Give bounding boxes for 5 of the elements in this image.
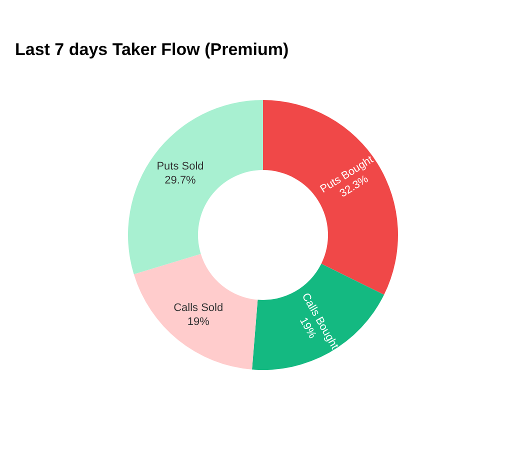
data-label: 29.7% <box>164 174 196 187</box>
slice-label: Calls Sold <box>174 302 224 314</box>
data-label: 19% <box>187 316 210 328</box>
slice-label: Puts Sold <box>156 160 204 173</box>
chart-title: Last 7 days Taker Flow (Premium) <box>15 40 289 59</box>
